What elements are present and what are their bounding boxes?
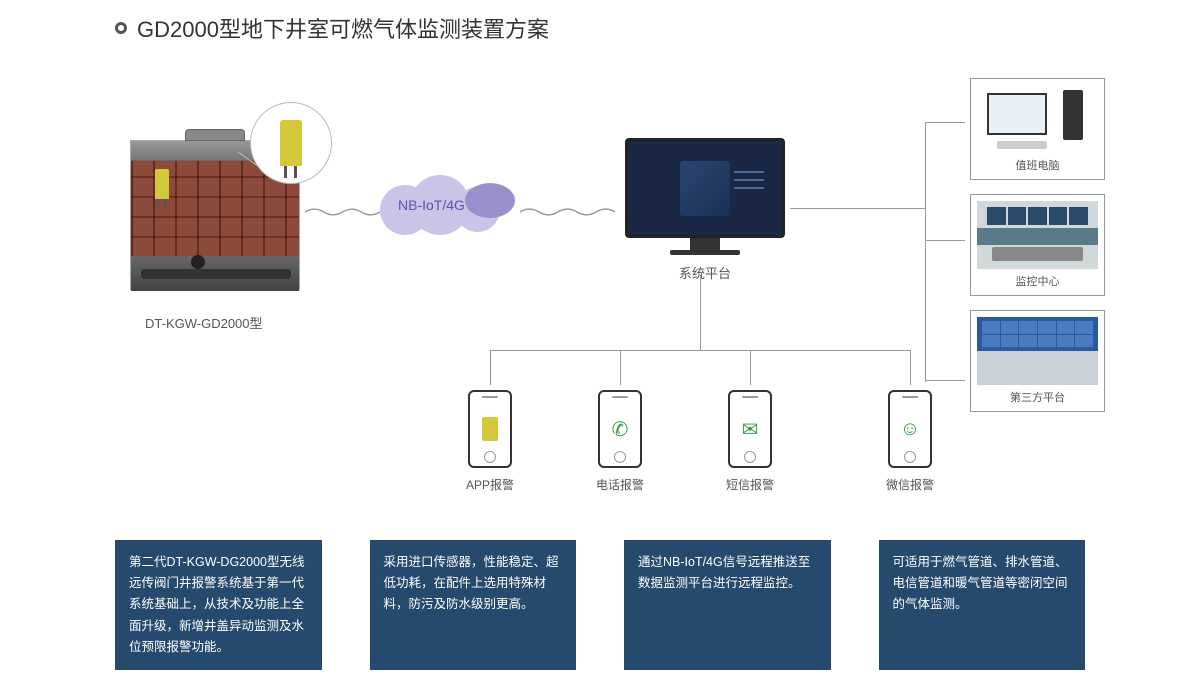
output-duty-pc: 值班电脑 [970,78,1105,180]
cloud-network: NB-IoT/4G [380,175,530,245]
sms-icon: ✉ [742,417,759,442]
alert-label: 电话报警 [585,476,655,493]
control-room-icon [977,201,1098,269]
output-label: 值班电脑 [977,157,1098,173]
cloud-label: NB-IoT/4G [398,197,465,213]
alert-phone: ✆ 电话报警 [585,390,655,493]
monitor-icon [625,138,785,238]
phone-call-icon: ✆ [612,417,629,442]
info-box-3: 通过NB-IoT/4G信号远程推送至数据监测平台进行远程监控。 [624,540,831,670]
sensor-detail-circle [250,102,332,184]
output-third-party: 第三方平台 [970,310,1105,412]
sensor-device-icon [280,120,302,166]
app-icon [482,417,498,441]
alert-label: 微信报警 [875,476,945,493]
alert-app: APP报警 [455,390,525,493]
output-monitor-center: 监控中心 [970,194,1105,296]
wechat-icon: ☺ [900,418,920,441]
info-box-2: 采用进口传感器，性能稳定、超低功耗，在配件上选用特殊材料，防污及防水级别更高。 [370,540,577,670]
title-bullet [115,22,127,34]
pc-icon [977,85,1098,153]
wireless-link-icon [305,205,380,207]
wireless-link-icon [520,205,615,207]
info-box-1: 第二代DT-KGW-DG2000型无线远传阀门井报警系统基于第一代系统基础上，从… [115,540,322,670]
device-model-label: DT-KGW-GD2000型 [145,313,263,332]
info-box-4: 可适用于燃气管道、排水管道、电信管道和暖气管道等密闭空间的气体监测。 [879,540,1086,670]
alert-sms: ✉ 短信报警 [715,390,785,493]
page-title: GD2000型地下井室可燃气体监测装置方案 [137,12,549,44]
output-label: 监控中心 [977,273,1098,289]
alert-label: 短信报警 [715,476,785,493]
output-label: 第三方平台 [977,389,1098,405]
alert-label: APP报警 [455,476,525,493]
alert-wechat: ☺ 微信报警 [875,390,945,493]
sensor-in-well-icon [155,169,169,199]
platform-room-icon [977,317,1098,385]
platform-label: 系统平台 [620,263,790,282]
system-platform: 系统平台 [620,138,790,282]
system-diagram: DT-KGW-GD2000型 NB-IoT/4G 系统平台 [100,60,1100,530]
